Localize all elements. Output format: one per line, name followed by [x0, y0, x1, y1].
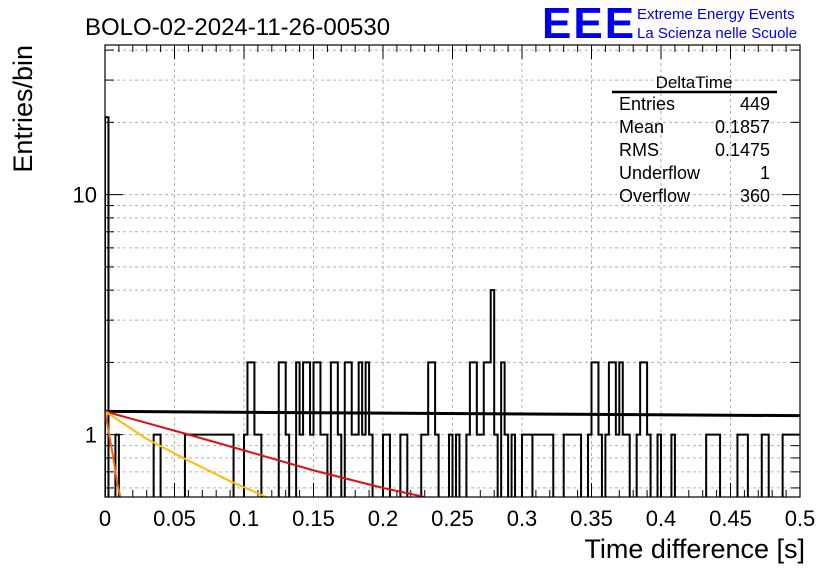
logo-line-1: Extreme Energy Events — [637, 6, 795, 23]
x-tick-label: 0.2 — [368, 506, 399, 531]
stats-value: 360 — [740, 186, 770, 206]
x-tick-label: 0.1 — [229, 506, 260, 531]
logo-line-2: La Scienza nelle Scuole — [637, 25, 797, 42]
stats-label: Underflow — [619, 163, 701, 183]
run-title: BOLO-02-2024-11-26-00530 — [85, 14, 390, 41]
grid — [105, 45, 800, 497]
y-axis-label: Entries/bin — [8, 45, 38, 173]
fit-curve-1 — [105, 410, 425, 497]
stats-value: 1 — [760, 163, 770, 183]
x-tick-label: 0.35 — [570, 506, 613, 531]
stats-value: 0.1475 — [715, 140, 770, 160]
fit-curve-0 — [105, 409, 800, 418]
stats-label: Overflow — [619, 186, 691, 206]
x-tick-label: 0.05 — [153, 506, 196, 531]
stats-value: 449 — [740, 94, 770, 114]
stats-label: Mean — [619, 117, 664, 137]
x-axis-label: Time difference [s] — [584, 534, 805, 564]
eee-logo-text: EEE — [542, 0, 636, 48]
axis-ticks — [104, 45, 801, 497]
stats-title: DeltaTime — [656, 73, 733, 92]
y-tick-labels: 1 10 — [73, 183, 97, 448]
plot-frame — [104, 44, 801, 498]
stats-box: DeltaTime Entries 449 Mean 0.1857 RMS 0.1475 U… — [612, 73, 777, 206]
y-tick-label: 1 — [85, 423, 97, 448]
x-tick-label: 0.45 — [709, 506, 752, 531]
x-tick-label: 0.3 — [507, 506, 538, 531]
stats-label: Entries — [619, 94, 675, 114]
stats-value: 0.1857 — [715, 117, 770, 137]
stats-label: RMS — [619, 140, 659, 160]
x-tick-label: 0.15 — [292, 506, 335, 531]
eee-logo: EEE Extreme Energy Events La Scienza nel… — [542, 0, 797, 48]
histogram-steps — [105, 116, 800, 497]
fit-curve-2 — [105, 410, 267, 497]
fit-curve-3 — [105, 411, 122, 497]
y-tick-label: 10 — [73, 183, 97, 208]
x-tick-label: 0.5 — [785, 506, 816, 531]
x-tick-labels: 0 0.05 0.1 0.15 0.2 0.25 0.3 0.35 0.4 0.45 0.5 — [99, 506, 815, 531]
x-tick-label: 0.25 — [431, 506, 474, 531]
x-tick-label: 0.4 — [646, 506, 677, 531]
x-tick-label: 0 — [99, 506, 111, 531]
